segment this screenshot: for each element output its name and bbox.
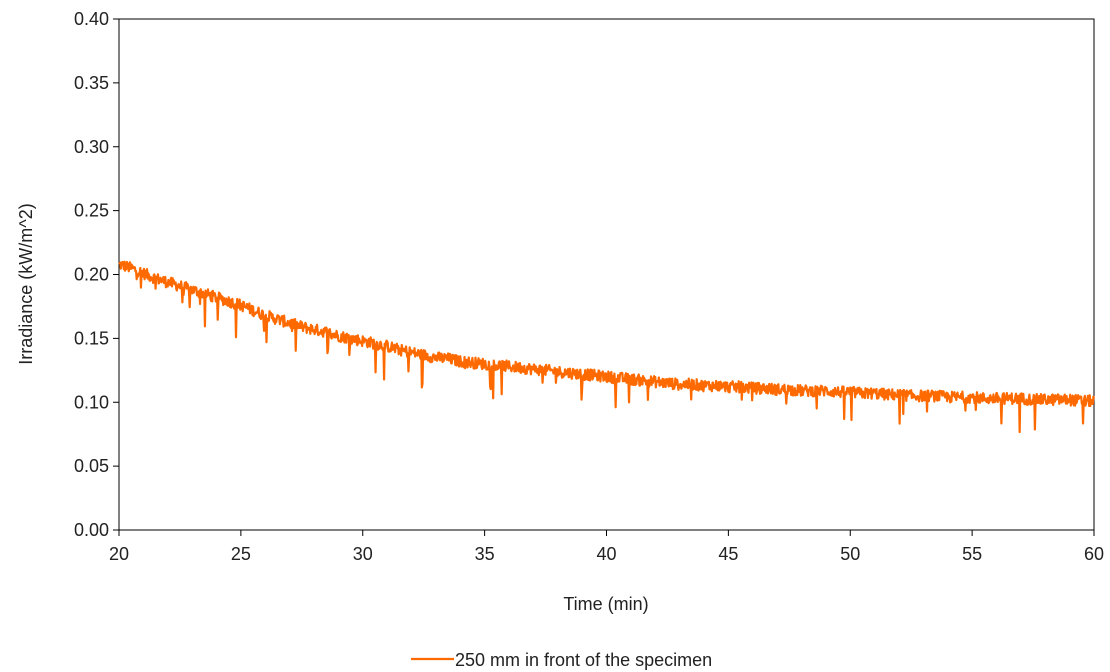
x-axis-ticks: 20 25 30 35 40 45 50 55 60 (109, 530, 1104, 564)
x-tick-label: 20 (109, 544, 129, 564)
plot-frame (118, 18, 1095, 531)
x-tick-label: 55 (962, 544, 982, 564)
x-axis-title: Time (min) (563, 594, 648, 614)
legend: 250 mm in front of the specimen (411, 650, 712, 670)
y-tick-label: 0.25 (74, 201, 109, 221)
y-tick-label: 0.35 (74, 73, 109, 93)
x-tick-label: 35 (475, 544, 495, 564)
x-tick-label: 50 (840, 544, 860, 564)
series-line-250mm (118, 260, 1096, 434)
y-tick-label: 0.05 (74, 456, 109, 476)
y-tick-label: 0.40 (74, 9, 109, 29)
y-tick-label: 0.15 (74, 328, 109, 348)
plot-area (118, 18, 1095, 531)
x-tick-label: 30 (353, 544, 373, 564)
y-tick-label: 0.20 (74, 265, 109, 285)
x-tick-label: 45 (718, 544, 738, 564)
x-tick-label: 60 (1084, 544, 1104, 564)
x-tick-label: 40 (596, 544, 616, 564)
y-tick-label: 0.00 (74, 520, 109, 540)
x-tick-label: 25 (231, 544, 251, 564)
legend-label: 250 mm in front of the specimen (455, 650, 712, 670)
y-tick-label: 0.10 (74, 392, 109, 412)
y-axis-title: Irradiance (kW/m^2) (16, 203, 36, 364)
y-axis-ticks: 0.00 0.05 0.10 0.15 0.20 0.25 0.30 0.35 0.40 (74, 9, 119, 540)
y-tick-label: 0.30 (74, 137, 109, 157)
